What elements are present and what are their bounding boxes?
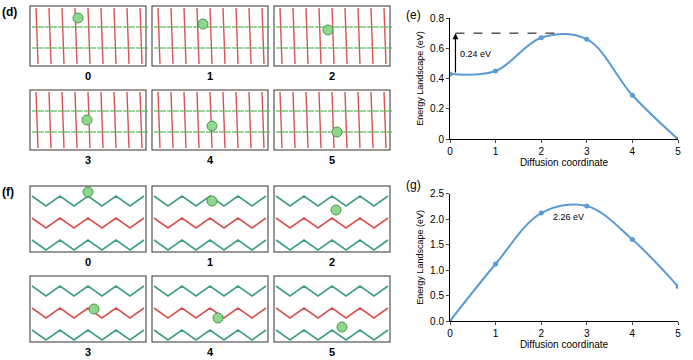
svg-text:4: 4 xyxy=(207,346,214,358)
svg-text:Diffusion coordinate: Diffusion coordinate xyxy=(520,339,609,350)
svg-text:(d): (d) xyxy=(2,5,17,19)
svg-text:2.0: 2.0 xyxy=(430,214,444,225)
svg-text:4: 4 xyxy=(207,154,214,166)
svg-text:4: 4 xyxy=(630,146,636,157)
svg-text:0.6: 0.6 xyxy=(430,43,444,54)
svg-text:3: 3 xyxy=(85,154,91,166)
svg-text:1.0: 1.0 xyxy=(430,265,444,276)
svg-text:0.2: 0.2 xyxy=(430,103,444,114)
svg-text:0: 0 xyxy=(85,70,91,82)
svg-text:1: 1 xyxy=(493,146,499,157)
svg-text:1: 1 xyxy=(493,328,499,339)
svg-text:(f): (f) xyxy=(2,185,14,199)
svg-text:2: 2 xyxy=(538,328,544,339)
svg-text:2: 2 xyxy=(329,70,335,82)
svg-text:Energy Landscape (eV): Energy Landscape (eV) xyxy=(415,210,425,305)
svg-text:0.5: 0.5 xyxy=(430,290,444,301)
svg-text:3: 3 xyxy=(85,346,91,358)
svg-text:0.0: 0.0 xyxy=(430,316,444,327)
svg-text:2.26 eV: 2.26 eV xyxy=(553,212,584,222)
svg-text:1.5: 1.5 xyxy=(430,239,444,250)
svg-text:5: 5 xyxy=(329,154,335,166)
svg-text:0: 0 xyxy=(85,256,91,268)
svg-text:3: 3 xyxy=(584,146,590,157)
svg-text:0: 0 xyxy=(447,146,453,157)
svg-text:5: 5 xyxy=(329,346,335,358)
svg-text:0: 0 xyxy=(447,328,453,339)
svg-text:5: 5 xyxy=(675,328,681,339)
svg-text:Diffusion coordinate: Diffusion coordinate xyxy=(520,157,609,168)
svg-text:(e): (e) xyxy=(406,8,421,22)
svg-text:1: 1 xyxy=(207,256,213,268)
svg-text:2.5: 2.5 xyxy=(430,188,444,199)
svg-text:0.4: 0.4 xyxy=(430,73,444,84)
svg-text:2: 2 xyxy=(329,256,335,268)
svg-text:4: 4 xyxy=(630,328,636,339)
svg-text:0.24 eV: 0.24 eV xyxy=(460,49,491,59)
svg-text:1: 1 xyxy=(207,70,213,82)
svg-text:0.8: 0.8 xyxy=(430,13,444,24)
svg-text:0: 0 xyxy=(438,134,444,145)
svg-text:(g): (g) xyxy=(406,178,421,192)
svg-text:2: 2 xyxy=(538,146,544,157)
svg-text:Energy Landscape (eV): Energy Landscape (eV) xyxy=(415,31,425,126)
svg-text:5: 5 xyxy=(675,146,681,157)
svg-text:3: 3 xyxy=(584,328,590,339)
